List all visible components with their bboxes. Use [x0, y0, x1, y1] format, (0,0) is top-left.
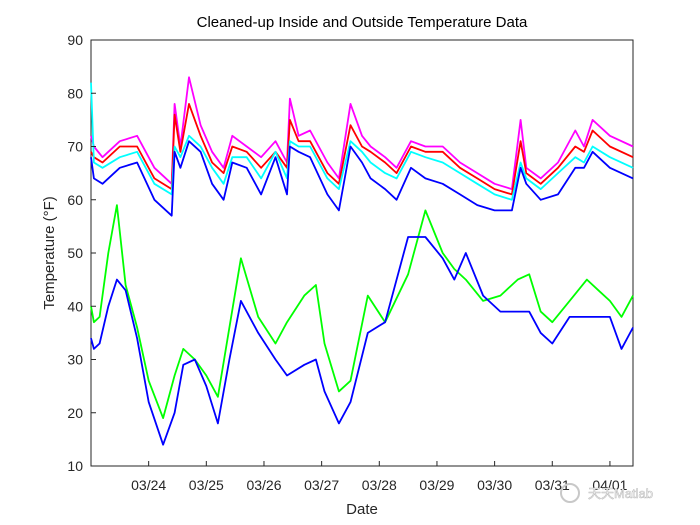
series-line-2: [90, 103, 634, 196]
axes-box: [90, 39, 634, 467]
x-ticks: 03/24 03/25 03/26 03/27 03/28 03/29 03/30 03/31…: [131, 461, 628, 493]
x-tick-label: 03/30: [477, 477, 512, 493]
watermark: 天天Matlab: [560, 483, 653, 503]
x-tick-label: 03/26: [246, 477, 281, 493]
y-tick-label: 80: [67, 85, 83, 101]
y-tick-label: 30: [67, 352, 83, 368]
wechat-icon: [560, 483, 580, 503]
x-tick-label: 04/01: [592, 477, 627, 493]
x-axis-label: Date: [346, 501, 378, 518]
watermark-text: 天天Matlab: [588, 486, 653, 501]
y-tick-label: 50: [67, 245, 83, 261]
x-tick-label: 03/29: [419, 477, 454, 493]
series-line-5: [90, 204, 634, 419]
series-line-1: [90, 76, 634, 190]
series-line-6: [90, 236, 634, 446]
x-tick-label: 03/24: [131, 477, 166, 493]
y-ticks: 10 20 30 40 50 60 70 80 90: [67, 32, 96, 474]
y-axis-label: Temperature (°F): [41, 196, 58, 310]
x-tick-label: 03/28: [362, 477, 397, 493]
plot-area: 03/24 03/25 03/26 03/27 03/28 03/29 03/30 03/31…: [67, 32, 634, 493]
y-tick-label: 90: [67, 32, 83, 48]
y-tick-label: 60: [67, 192, 83, 208]
series-line-4: [90, 140, 634, 217]
y-tick-label: 20: [67, 405, 83, 421]
series-layer: [90, 76, 634, 446]
y-tick-label: 70: [67, 139, 83, 155]
series-line-3: [90, 82, 634, 201]
x-tick-label: 03/27: [304, 477, 339, 493]
y-tick-label: 10: [67, 458, 83, 474]
y-tick-label: 40: [67, 298, 83, 314]
chart-title: Cleaned-up Inside and Outside Temperatur…: [197, 14, 528, 31]
x-tick-label: 03/25: [189, 477, 224, 493]
